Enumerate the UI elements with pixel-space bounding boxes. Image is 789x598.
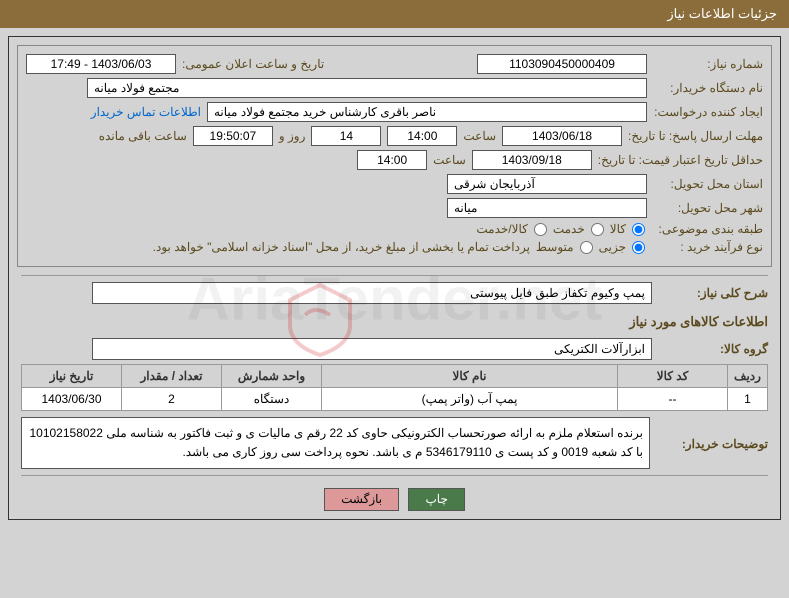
cell-row: 1 (728, 388, 768, 411)
cell-name: پمپ آب (واتر پمپ) (322, 388, 618, 411)
validity-date-field: 1403/09/18 (472, 150, 592, 170)
province-label: استان محل تحویل: (653, 177, 763, 191)
table-row: 1 -- پمپ آب (واتر پمپ) دستگاه 2 1403/06/… (22, 388, 768, 411)
category-radio-both[interactable] (534, 223, 547, 236)
days-label: روز و (279, 129, 306, 143)
city-label: شهر محل تحویل: (653, 201, 763, 215)
main-content: شماره نیاز: 1103090450000409 تاریخ و ساع… (8, 36, 781, 520)
process-note: پرداخت تمام یا بخشی از مبلغ خرید، از محل… (153, 240, 530, 254)
need-number-field: 1103090450000409 (477, 54, 647, 74)
goods-section-title: اطلاعات کالاهای مورد نیاز (9, 310, 780, 334)
deadline-date-field: 1403/06/18 (502, 126, 622, 146)
separator-1 (21, 275, 768, 276)
goods-table: ردیف کد کالا نام کالا واحد شمارش تعداد /… (21, 364, 768, 411)
cell-code: -- (618, 388, 728, 411)
remain-time-field: 19:50:07 (193, 126, 273, 146)
validity-label: حداقل تاریخ اعتبار قیمت: تا تاریخ: (598, 153, 763, 167)
category-opt3: کالا/خدمت (476, 222, 527, 236)
category-label: طبقه بندی موضوعی: (653, 222, 763, 236)
site-logo-watermark (280, 280, 360, 360)
col-code: کد کالا (618, 365, 728, 388)
buyer-note-box: برنده استعلام ملزم به ارائه صورتحساب الک… (21, 417, 650, 469)
province-field: آذربایجان شرقی (447, 174, 647, 194)
announce-field: 1403/06/03 - 17:49 (26, 54, 176, 74)
need-number-label: شماره نیاز: (653, 57, 763, 71)
back-button[interactable]: بازگشت (324, 488, 399, 511)
process-opt2: متوسط (536, 240, 574, 254)
col-date: تاریخ نیاز (22, 365, 122, 388)
need-desc-field: پمپ وکیوم تکفاز طبق فایل پیوستی (92, 282, 652, 304)
process-opt1: جزیی (599, 240, 626, 254)
col-qty: تعداد / مقدار (122, 365, 222, 388)
category-radio-goods[interactable] (632, 223, 645, 236)
goods-group-field: ابزارآلات الکتریکی (92, 338, 652, 360)
need-desc-label: شرح کلی نیاز: (658, 286, 768, 300)
requester-label: ایجاد کننده درخواست: (653, 105, 763, 119)
separator-2 (21, 475, 768, 476)
remain-label: ساعت باقی مانده (99, 129, 187, 143)
col-row: ردیف (728, 365, 768, 388)
button-bar: چاپ بازگشت (9, 480, 780, 519)
process-radio-small[interactable] (632, 241, 645, 254)
panel-header: جزئیات اطلاعات نیاز (0, 0, 789, 28)
goods-group-label: گروه کالا: (658, 342, 768, 356)
buyer-note-label: توضیحات خریدار: (658, 417, 768, 451)
category-radio-service[interactable] (591, 223, 604, 236)
time-label-2: ساعت (433, 153, 466, 167)
validity-time-field: 14:00 (357, 150, 427, 170)
process-radio-medium[interactable] (580, 241, 593, 254)
requester-field: ناصر باقری کارشناس خرید مجتمع فولاد میان… (207, 102, 647, 122)
print-button[interactable]: چاپ (408, 488, 464, 511)
category-opt2: خدمت (553, 222, 585, 236)
deadline-label: مهلت ارسال پاسخ: تا تاریخ: (628, 129, 763, 143)
cell-date: 1403/06/30 (22, 388, 122, 411)
days-field: 14 (311, 126, 381, 146)
cell-unit: دستگاه (222, 388, 322, 411)
process-label: نوع فرآیند خرید : (653, 240, 763, 254)
process-radio-group: جزیی متوسط (536, 240, 647, 254)
cell-qty: 2 (122, 388, 222, 411)
announce-label: تاریخ و ساعت اعلان عمومی: (182, 57, 324, 71)
category-radio-group: کالا خدمت کالا/خدمت (476, 222, 647, 236)
col-name: نام کالا (322, 365, 618, 388)
deadline-time-field: 14:00 (387, 126, 457, 146)
info-panel: شماره نیاز: 1103090450000409 تاریخ و ساع… (17, 45, 772, 267)
panel-title: جزئیات اطلاعات نیاز (667, 6, 777, 21)
city-field: میانه (447, 198, 647, 218)
buyer-org-label: نام دستگاه خریدار: (653, 81, 763, 95)
category-opt1: کالا (610, 222, 626, 236)
contact-link[interactable]: اطلاعات تماس خریدار (91, 105, 201, 119)
buyer-org-field: مجتمع فولاد میانه (87, 78, 647, 98)
col-unit: واحد شمارش (222, 365, 322, 388)
time-label-1: ساعت (463, 129, 496, 143)
